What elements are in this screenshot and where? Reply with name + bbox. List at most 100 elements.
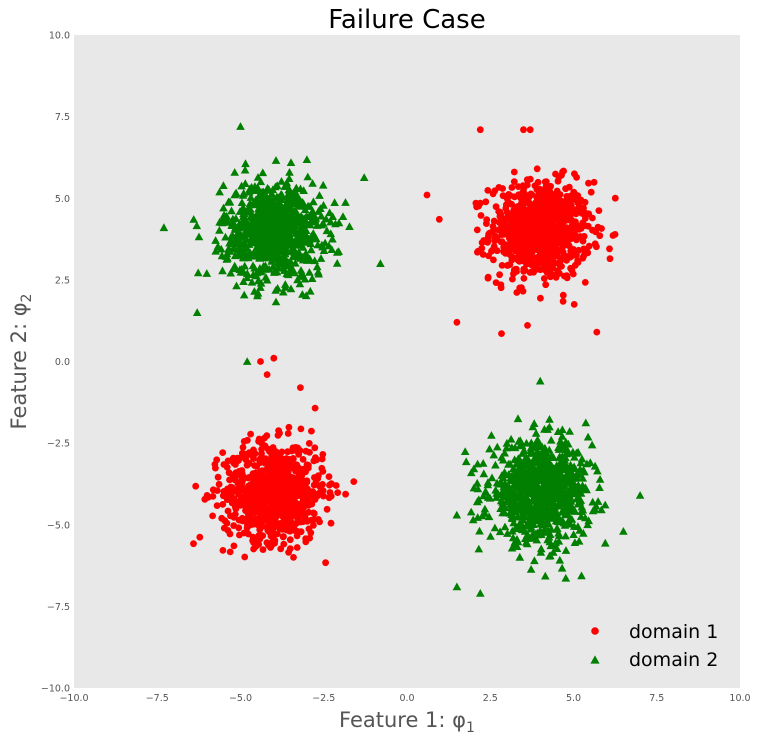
data-point-domain-2-786: [296, 184, 305, 193]
data-point-domain-2-83: [219, 203, 228, 212]
data-point-domain-1-804: [513, 212, 521, 220]
data-point-domain-2-831: [259, 242, 269, 250]
data-point-domain-2-846: [256, 177, 266, 186]
data-point-domain-1-1688: [266, 491, 273, 499]
data-point-domain-1-740: [540, 242, 547, 250]
data-point-domain-1-1612: [298, 472, 306, 479]
data-point-domain-1-783: [531, 237, 539, 244]
data-point-domain-1-1527: [319, 481, 326, 488]
data-point-domain-2-777: [271, 228, 280, 237]
data-point-domain-1-1439: [236, 531, 243, 539]
data-point-domain-2-1304: [573, 499, 583, 508]
legend: domain 1 domain 2: [590, 621, 718, 671]
data-point-domain-2-693: [277, 177, 286, 185]
data-point-domain-1-664: [489, 223, 497, 230]
data-point-domain-2-730: [243, 206, 253, 214]
data-point-domain-1-1671: [275, 473, 283, 480]
data-point-domain-1-806: [568, 266, 576, 274]
legend-marker-domain-2: [590, 655, 600, 664]
data-point-domain-1-840: [567, 235, 575, 243]
y-axis-label-subscript: 2: [19, 294, 35, 303]
data-point-domain-2-342: [237, 181, 246, 190]
data-point-domain-1-609: [502, 241, 509, 249]
data-point-domain-1-1251: [219, 449, 227, 456]
data-point-domain-1-893: [311, 404, 319, 412]
data-point-domain-2-1307: [570, 452, 579, 461]
data-point-domain-2-4: [285, 168, 294, 176]
data-point-domain-2-529: [309, 197, 318, 206]
data-point-domain-2-525: [227, 220, 236, 229]
data-point-domain-1-1515: [283, 526, 291, 534]
data-point-domain-2-1317: [478, 511, 487, 520]
data-point-domain-1-1667: [270, 458, 278, 466]
data-point-domain-2-698: [296, 234, 305, 242]
data-point-domain-1-716: [531, 242, 539, 250]
data-point-domain-2-810: [271, 286, 280, 294]
data-point-domain-1-1697: [254, 494, 262, 502]
data-point-domain-2-1524: [474, 544, 484, 553]
data-point-domain-1-1621: [270, 451, 277, 459]
data-point-domain-2-329: [330, 198, 339, 206]
data-point-domain-1-849: [536, 266, 544, 274]
data-point-domain-2-1127: [545, 422, 554, 431]
data-point-domain-2-1107: [595, 483, 604, 491]
data-point-domain-2-894: [576, 512, 586, 520]
data-point-domain-1-1631: [236, 454, 244, 462]
data-point-domain-2-232: [254, 276, 263, 285]
data-point-domain-2-1600: [552, 544, 562, 552]
data-point-domain-2-1105: [506, 434, 516, 443]
data-point-domain-2-1479: [527, 442, 537, 451]
data-point-domain-2-1634: [529, 471, 539, 479]
data-point-domain-1-289: [473, 226, 481, 234]
data-point-domain-1-662: [502, 250, 509, 257]
data-point-domain-1-443: [581, 279, 589, 286]
data-point-domain-2-812: [277, 229, 287, 238]
data-point-domain-1-1706: [526, 126, 534, 134]
data-point-domain-2-233: [341, 198, 350, 206]
data-point-domain-2-287: [308, 179, 317, 187]
data-point-domain-1-797: [535, 194, 543, 202]
data-point-domain-1-772: [519, 287, 527, 295]
data-point-domain-2-614: [359, 173, 369, 181]
data-point-domain-2-1529: [566, 460, 575, 469]
data-point-domain-1-834: [511, 236, 519, 244]
data-point-domain-1-1264: [212, 464, 219, 472]
data-point-domain-1-482: [580, 233, 588, 240]
data-point-domain-1-1634: [252, 469, 259, 477]
y-axis-label-text: Feature 2: φ: [7, 302, 31, 429]
data-point-domain-1-807: [505, 234, 513, 242]
data-point-domain-1-823: [519, 188, 527, 196]
data-point-domain-2-1696: [570, 538, 580, 546]
data-point-domain-1-449: [478, 244, 486, 252]
data-point-domain-1-1616: [295, 450, 303, 458]
data-point-domain-2-849: [238, 216, 248, 225]
data-point-domain-2-1336: [521, 512, 530, 521]
data-point-domain-1-1645: [245, 474, 253, 481]
data-point-domain-1-436: [504, 261, 512, 269]
data-point-domain-1-1505: [196, 533, 204, 541]
y-tick-label: −10.0: [41, 684, 70, 695]
data-point-domain-2-523: [322, 226, 332, 235]
data-point-domain-2-769: [316, 204, 325, 212]
data-point-domain-1-1164: [219, 501, 227, 508]
data-point-domain-1-1700: [423, 191, 431, 199]
data-point-domain-2-1647: [508, 474, 518, 483]
data-point-domain-1-357: [499, 192, 507, 200]
data-point-domain-1-1200: [225, 469, 233, 477]
data-point-domain-2-1695: [541, 449, 550, 458]
data-point-domain-2-727: [233, 228, 243, 237]
data-point-domain-1-846: [531, 227, 539, 235]
data-point-domain-1-1511: [226, 476, 233, 484]
data-point-domain-2-570: [230, 263, 240, 272]
data-point-domain-2-1586: [478, 459, 488, 467]
data-point-domain-2-1480: [512, 535, 522, 543]
data-point-domain-1-827: [565, 210, 573, 217]
data-point-domain-2-839: [292, 228, 301, 236]
data-point-domain-1-1464: [236, 484, 244, 492]
data-point-domain-2-278: [327, 245, 337, 253]
data-point-domain-2-821: [272, 245, 282, 253]
x-axis-label-text: Feature 1: φ: [339, 708, 466, 732]
data-point-domain-2-805: [239, 204, 248, 212]
data-point-domain-1-1643: [264, 513, 271, 521]
plot-area: [74, 35, 740, 688]
